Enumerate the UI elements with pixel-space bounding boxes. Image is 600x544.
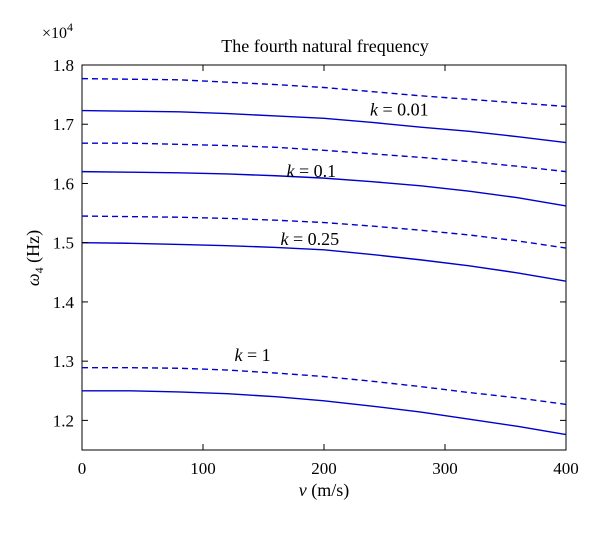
- y-tick-label: 1.8: [53, 56, 74, 75]
- series-line-k-1-solid: [82, 390, 567, 436]
- curve-label: k = 0.1: [286, 161, 336, 181]
- x-tick-label: 100: [190, 459, 216, 478]
- x-axis-symbol: v: [299, 480, 307, 500]
- axis-multiplier: ×104: [42, 20, 73, 42]
- series-line-k-0-01-solid: [81, 109, 567, 144]
- x-axis-units: (m/s): [307, 480, 350, 501]
- x-tick-label: 0: [78, 459, 87, 478]
- svg-text:×104: ×104: [42, 20, 73, 42]
- y-tick-label: 1.2: [53, 411, 74, 430]
- curve-label: k = 0.01: [370, 99, 429, 119]
- curve-annotations: k = 0.01 k = 0.1 k = 0.25 k = 1: [234, 99, 428, 365]
- y-tick-label: 1.5: [53, 234, 74, 253]
- x-axis-label: v (m/s): [299, 480, 350, 501]
- y-axis-subscript: 4: [32, 267, 46, 273]
- multiplier-base: ×10: [42, 25, 67, 42]
- multiplier-exponent: 4: [67, 20, 73, 34]
- curve-label: k = 0.25: [280, 229, 339, 249]
- series-line-k-0-1-solid: [81, 170, 567, 207]
- y-axis-ticks: 1.2 1.3 1.4 1.5 1.6 1.7 1.8: [53, 56, 566, 430]
- y-axis-units: (Hz): [23, 230, 44, 267]
- curve-label: k = 1: [234, 345, 270, 365]
- series-layer: [81, 77, 567, 436]
- plot-area: [81, 64, 567, 451]
- y-tick-label: 1.4: [53, 293, 75, 312]
- series-line-k-0-25-dashed: [81, 215, 567, 249]
- series-line-k-0-25-solid: [81, 241, 567, 282]
- series-line-k-0-01-dashed: [81, 77, 567, 108]
- x-axis-ticks: 0 100 200 300 400: [78, 65, 579, 478]
- y-axis-label: ω4 (Hz): [23, 230, 46, 286]
- x-tick-label: 200: [311, 459, 337, 478]
- x-tick-label: 400: [553, 459, 579, 478]
- y-axis-symbol: ω: [23, 273, 43, 286]
- chart-title: The fourth natural frequency: [221, 36, 428, 56]
- x-tick-label: 300: [432, 459, 458, 478]
- series-line-k-0-1-dashed: [82, 142, 567, 173]
- y-tick-label: 1.7: [53, 115, 75, 134]
- series-line-k-1-dashed: [82, 366, 567, 406]
- y-tick-label: 1.3: [53, 352, 74, 371]
- y-tick-label: 1.6: [53, 174, 74, 193]
